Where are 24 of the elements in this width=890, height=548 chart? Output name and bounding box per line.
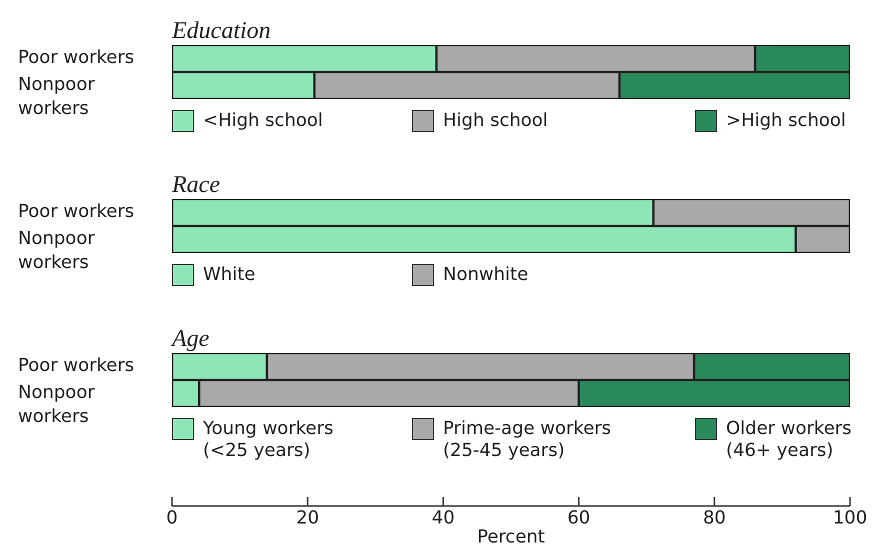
x-tick-label: 40	[432, 508, 455, 529]
x-tick-label: 100	[832, 508, 868, 529]
legend-label: >High school	[726, 110, 846, 132]
y-tick-label: Nonpoor workers	[18, 74, 96, 120]
chart-title: Age	[172, 326, 210, 352]
legend-label: Older workers (46+ years)	[726, 418, 853, 462]
y-tick-label: Poor workers	[18, 47, 134, 68]
series-label: Prime-age workers (25-45 years)	[443, 418, 612, 462]
x-tick-label: 20	[296, 508, 320, 529]
chart-title: Race	[172, 172, 220, 198]
x-tick-label: 80	[702, 508, 726, 529]
legend-label: Young workers (<25 years)	[203, 418, 334, 462]
y-tick-label: Nonpoor workers	[18, 382, 96, 428]
legend-label: High school	[443, 110, 548, 132]
y-tick-label: Poor workers	[18, 355, 134, 376]
x-tick-label: 0	[166, 508, 178, 529]
x-tick-label: 60	[567, 508, 590, 529]
x-axis-title: Percent	[477, 526, 545, 548]
y-tick-label: Poor workers	[18, 201, 134, 222]
series-label: White	[203, 264, 256, 286]
legend-label: Nonwhite	[443, 264, 528, 286]
chart-title: Education	[172, 18, 271, 44]
y-tick-label: Nonpoor workers	[18, 228, 96, 274]
legend-label: <High school	[203, 110, 323, 132]
